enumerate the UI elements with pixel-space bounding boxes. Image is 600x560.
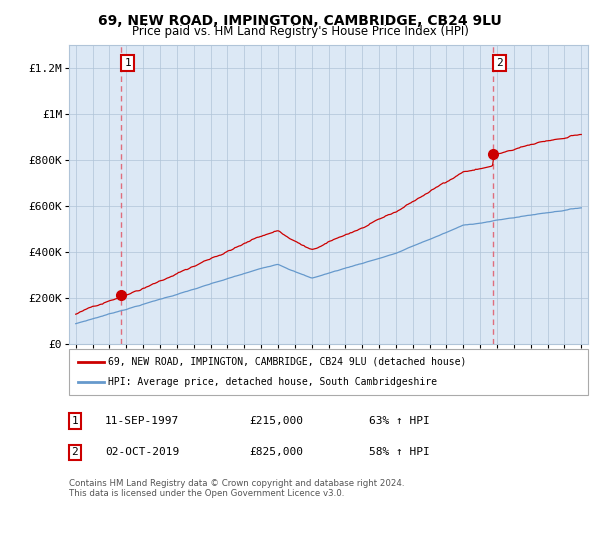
Text: 69, NEW ROAD, IMPINGTON, CAMBRIDGE, CB24 9LU (detached house): 69, NEW ROAD, IMPINGTON, CAMBRIDGE, CB24…: [108, 357, 466, 367]
Text: HPI: Average price, detached house, South Cambridgeshire: HPI: Average price, detached house, Sout…: [108, 377, 437, 387]
Text: 2: 2: [71, 447, 79, 458]
Text: 1: 1: [71, 416, 79, 426]
Text: £825,000: £825,000: [249, 447, 303, 458]
Text: 02-OCT-2019: 02-OCT-2019: [105, 447, 179, 458]
Text: Contains HM Land Registry data © Crown copyright and database right 2024.
This d: Contains HM Land Registry data © Crown c…: [69, 479, 404, 498]
Text: 11-SEP-1997: 11-SEP-1997: [105, 416, 179, 426]
Text: 58% ↑ HPI: 58% ↑ HPI: [369, 447, 430, 458]
Text: 69, NEW ROAD, IMPINGTON, CAMBRIDGE, CB24 9LU: 69, NEW ROAD, IMPINGTON, CAMBRIDGE, CB24…: [98, 14, 502, 28]
Text: 1: 1: [125, 58, 131, 68]
Text: 2: 2: [496, 58, 503, 68]
Text: £215,000: £215,000: [249, 416, 303, 426]
Text: 63% ↑ HPI: 63% ↑ HPI: [369, 416, 430, 426]
Text: Price paid vs. HM Land Registry's House Price Index (HPI): Price paid vs. HM Land Registry's House …: [131, 25, 469, 38]
